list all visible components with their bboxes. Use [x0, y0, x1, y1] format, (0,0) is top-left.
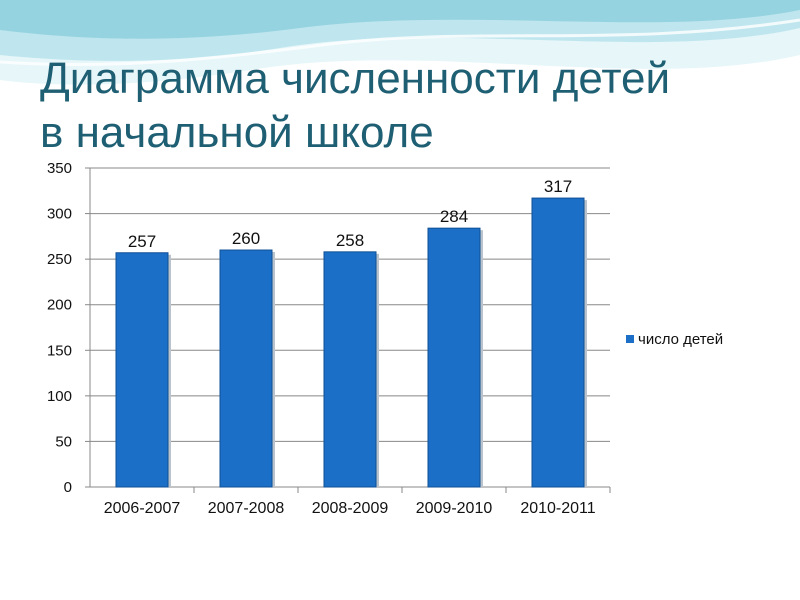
x-category-label: 2008-2009 — [312, 500, 389, 517]
y-tick-label: 50 — [55, 433, 72, 450]
chart-legend: число детей — [626, 331, 723, 348]
data-label: 257 — [128, 232, 156, 251]
y-tick-label: 300 — [47, 206, 72, 223]
bar — [323, 251, 377, 488]
wave-highlight — [0, 18, 800, 67]
x-category-label: 2009-2010 — [416, 500, 493, 517]
wave-band-dark — [0, 0, 800, 39]
y-tick-label: 150 — [47, 342, 72, 359]
y-tick-label: 350 — [47, 160, 72, 177]
chart-tick-labels: 0 50 100 150 200 250 300 350 2006-2007 2007-2008 2… — [47, 160, 596, 517]
data-label: 317 — [544, 177, 572, 196]
y-tick-label: 100 — [47, 388, 72, 405]
y-tick-label: 200 — [47, 297, 72, 314]
y-tick-label: 250 — [47, 251, 72, 268]
slide-title-line-2: в начальной школе — [40, 108, 434, 157]
chart-data-labels: 257 260 258 284 317 — [128, 177, 572, 251]
legend-label: число детей — [638, 331, 723, 348]
bar — [115, 252, 169, 488]
bar — [219, 249, 273, 488]
bar — [531, 197, 585, 488]
chart-bars — [115, 197, 587, 488]
data-label: 260 — [232, 229, 260, 248]
data-label: 258 — [336, 231, 364, 250]
y-tick-label: 0 — [64, 479, 72, 496]
x-category-label: 2006-2007 — [104, 500, 181, 517]
header-wave-decoration — [0, 0, 800, 85]
x-category-label: 2007-2008 — [208, 500, 285, 517]
legend-swatch — [626, 335, 634, 343]
slide-title-line-1: Диаграмма численности детей — [40, 54, 671, 103]
x-category-label: 2010-2011 — [520, 500, 595, 517]
bar — [427, 227, 481, 488]
data-label: 284 — [440, 207, 468, 226]
